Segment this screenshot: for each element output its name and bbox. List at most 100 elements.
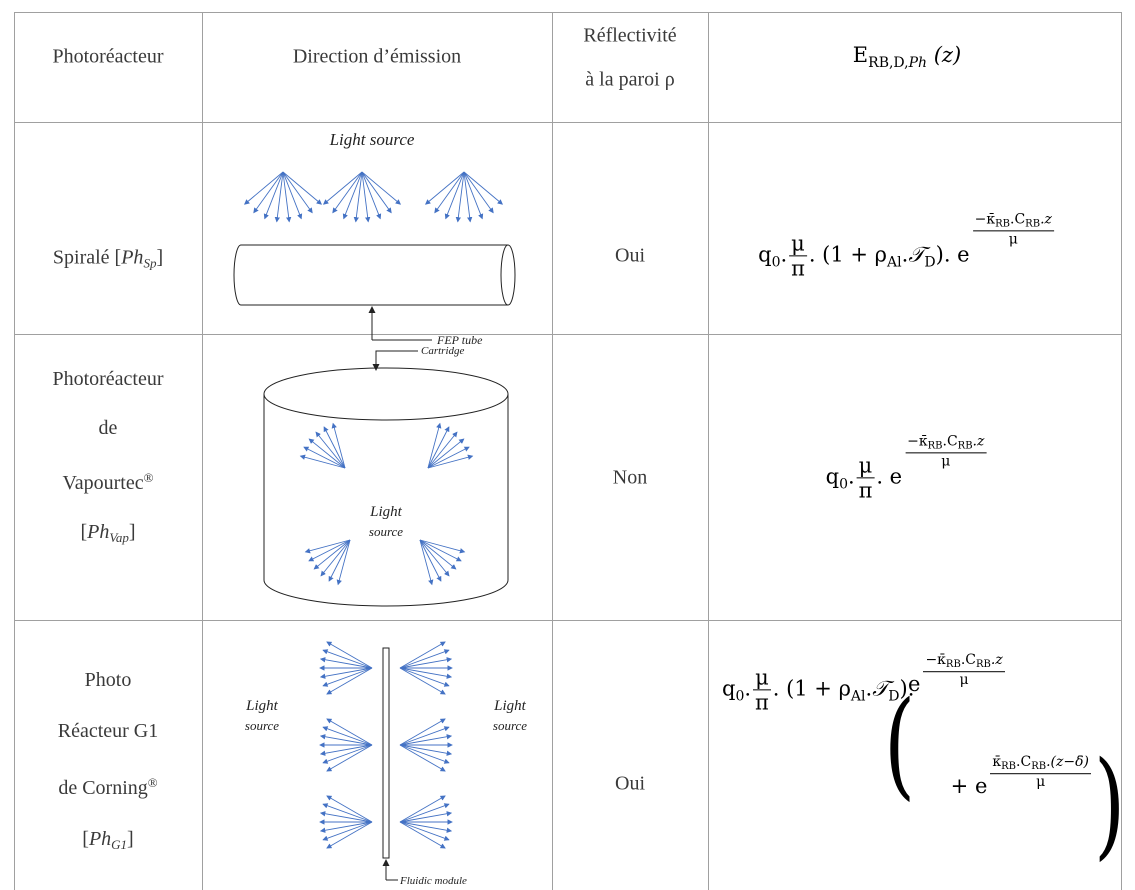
dot2: .: [901, 242, 909, 267]
exp-c: .C: [960, 652, 976, 669]
part: −κ̄RB.CRB.z μ: [905, 433, 987, 469]
end: . e: [876, 464, 903, 489]
reflective: Oui: [615, 244, 645, 267]
light-ray: [320, 539, 351, 577]
header-formula: ERB,D,Ph (z): [853, 43, 961, 71]
light-ray: [399, 821, 453, 833]
light-ray: [319, 734, 373, 746]
exp-c: .C: [942, 433, 958, 450]
part: −κ̄RB.CRB.z: [923, 652, 1005, 672]
light-ray: [419, 539, 442, 582]
light-ray: [263, 171, 284, 220]
light-ray: [323, 171, 363, 205]
light-ray: [322, 744, 373, 764]
plus-e: + e: [950, 774, 988, 799]
light-ray: [304, 539, 351, 554]
exp-sub1: RB: [945, 659, 961, 671]
light-ray: [326, 718, 373, 746]
part: [500, 244, 516, 306]
source-left: source: [245, 718, 279, 733]
exp-c: .C: [1010, 211, 1026, 228]
light-ray: [463, 171, 473, 223]
shapes: [233, 244, 516, 881]
dot: .: [744, 676, 752, 701]
light-ray: [322, 821, 373, 841]
light-ray: [427, 431, 458, 469]
light-ray: [336, 539, 351, 586]
formula: q0. μ π. (1 + ρAl.𝒯D). e −κ̄RB.CRB.z μ: [758, 211, 1056, 281]
light-ray: [399, 667, 453, 679]
light-ray: [399, 811, 453, 823]
part: κ̄RB.CRB.(z−δ̄): [990, 754, 1091, 774]
q: q: [722, 676, 736, 701]
header-cell: Photoréacteur: [52, 45, 164, 68]
registered: ®: [147, 775, 158, 790]
formula-line: q0. μ π. (1 + ρAl.𝒯D).: [722, 665, 914, 714]
q-sub: 0: [839, 476, 848, 493]
light-ray: [322, 649, 373, 669]
end: ). e: [935, 242, 970, 267]
name-lines: de Corning: [58, 777, 148, 799]
light-ray: [361, 171, 371, 223]
part: [372, 350, 418, 371]
light-ray: [282, 171, 322, 205]
q-sub: 0: [771, 254, 781, 271]
formula: q0. μ π. e −κ̄RB.CRB.z μ: [825, 433, 989, 503]
light-ray: [463, 171, 503, 205]
light-ray: [282, 171, 313, 214]
light-ray: [427, 454, 474, 469]
exp-sub2: RB: [1025, 218, 1041, 230]
q: q: [825, 464, 840, 489]
light-ray: [399, 641, 446, 669]
part: [263, 367, 509, 421]
code-sub: Vap: [109, 530, 129, 545]
frac-num: μ: [856, 453, 875, 479]
code: Ph: [88, 828, 112, 850]
light-ray: [282, 171, 303, 220]
argument: (z): [933, 43, 962, 67]
name-lines: Photoréacteur: [52, 368, 164, 390]
part: κ̄RB.CRB.(z−δ̄) μ: [988, 754, 1093, 790]
light-ray: [463, 171, 484, 220]
light-ray: [361, 171, 392, 214]
light-ray: [399, 734, 453, 746]
subscript: RB,D,: [868, 55, 909, 71]
part: −κ̄RB.CRB.z: [972, 211, 1054, 231]
rho-sub: Al: [887, 254, 902, 271]
light-ray: [326, 667, 373, 695]
code-open: [: [114, 246, 122, 269]
light-ray: [399, 744, 450, 764]
reflective: Oui: [615, 772, 645, 795]
light-ray: [455, 171, 465, 223]
light-ray: [322, 667, 373, 687]
mid: . (1 + ρ: [808, 242, 888, 267]
light-ray: [244, 171, 284, 205]
light-ray: [319, 744, 373, 756]
subscript-italic: Ph: [908, 55, 928, 71]
rule: [1121, 12, 1122, 890]
exp2-c: .C: [1016, 754, 1032, 771]
light-ray: [253, 171, 284, 214]
exp-num: −κ̄: [925, 652, 946, 669]
q: q: [758, 242, 772, 267]
part: Vapourtec®: [52, 453, 163, 508]
part: −κ̄RB.CRB.z μ: [903, 433, 988, 469]
part: [263, 394, 509, 607]
light-ray: [331, 422, 346, 469]
part: RB,D,Ph: [868, 55, 927, 71]
reflective: Non: [612, 466, 648, 489]
frac-num: μ: [789, 231, 807, 257]
light-ray: [326, 641, 373, 669]
exp-z: .z: [1040, 211, 1052, 228]
part: [233, 244, 508, 306]
light-ray: [326, 744, 373, 772]
part: de Corning®: [58, 757, 159, 814]
light-ray: [399, 803, 450, 823]
reactor-name: Spiralé [PhSp]: [53, 247, 163, 272]
exp-sub1: RB: [927, 440, 943, 452]
light-ray: [419, 539, 466, 554]
t-sub: D: [924, 254, 936, 271]
light-ray: [399, 718, 446, 746]
parenthesis: (: [884, 676, 916, 812]
